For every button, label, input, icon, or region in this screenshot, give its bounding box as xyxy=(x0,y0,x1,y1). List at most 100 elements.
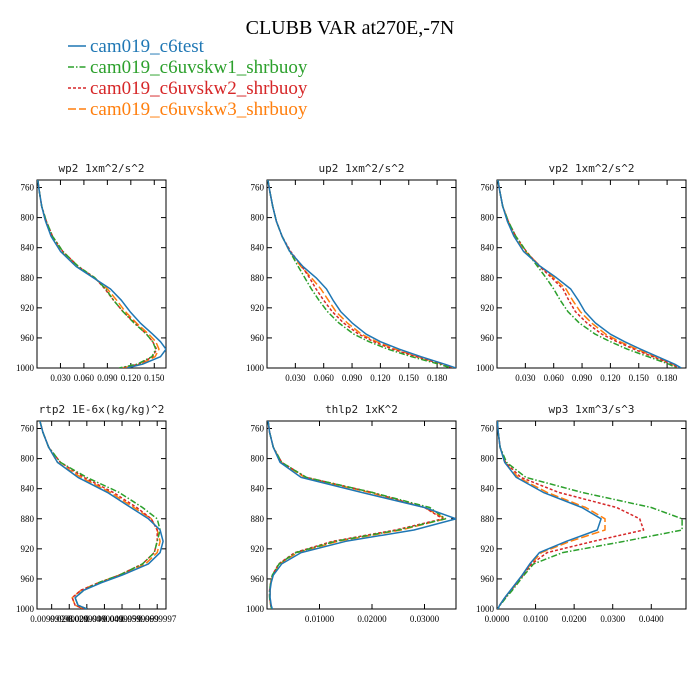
plot-frame xyxy=(266,420,457,610)
y-tick-label: 880 xyxy=(481,273,495,283)
y-tick-label: 920 xyxy=(251,544,265,554)
y-tick-label: 920 xyxy=(21,544,35,554)
y-tick-label: 800 xyxy=(251,213,265,223)
y-tick-label: 760 xyxy=(481,424,495,434)
y-tick-label: 960 xyxy=(481,333,495,343)
y-tick-label: 760 xyxy=(21,183,35,193)
series-line xyxy=(267,421,456,609)
panels: wp2 1xm^2/s^2 760 800 840 880 920 960 1000 0.030… xyxy=(16,162,687,624)
series-line xyxy=(497,421,602,609)
chart-panel: rtp2 1E-6x(kg/kg)^2 760 800 840 880 920 960 100… xyxy=(16,403,177,624)
panel-title: thlp2 1xK^2 xyxy=(325,403,398,416)
x-tick-label: 0.01000 xyxy=(305,614,335,624)
plot-frame xyxy=(36,420,167,610)
series-line xyxy=(267,421,447,609)
x-tick-label: 0.0200 xyxy=(562,614,587,624)
series-line xyxy=(39,421,158,609)
x-tick-label: 0.030 xyxy=(515,373,536,383)
plot-frame xyxy=(496,179,687,369)
series-line xyxy=(37,180,166,368)
x-tick-label: 0.180 xyxy=(427,373,448,383)
series-line xyxy=(497,180,679,368)
x-tick-label: 0.0100 xyxy=(523,614,548,624)
x-tick-label: 0.02000 xyxy=(357,614,387,624)
x-tick-label: 0.0599999 xyxy=(120,614,159,624)
y-tick-label: 880 xyxy=(251,273,265,283)
series-line xyxy=(39,421,164,609)
x-tick-label: 0.060 xyxy=(314,373,335,383)
y-tick-label: 840 xyxy=(251,484,265,494)
series-line xyxy=(37,180,160,368)
x-tick-label: 0.120 xyxy=(600,373,621,383)
series-line xyxy=(497,180,677,368)
series-line xyxy=(267,180,456,368)
y-tick-label: 920 xyxy=(251,303,265,313)
x-tick-label: 0.060 xyxy=(544,373,565,383)
y-tick-label: 1000 xyxy=(476,363,495,373)
y-tick-label: 840 xyxy=(251,243,265,253)
panel-title: rtp2 1E-6x(kg/kg)^2 xyxy=(39,403,165,416)
x-tick-label: 0.0200000 xyxy=(50,614,89,624)
y-tick-label: 960 xyxy=(251,574,265,584)
y-tick-label: 800 xyxy=(21,213,35,223)
series-line xyxy=(37,180,158,368)
y-tick-label: 800 xyxy=(481,454,495,464)
y-tick-label: 960 xyxy=(21,333,35,343)
y-tick-label: 960 xyxy=(21,574,35,584)
x-tick-label: 0.090 xyxy=(572,373,593,383)
y-tick-label: 880 xyxy=(251,514,265,524)
series-line xyxy=(497,180,682,368)
legend-label: cam019_c6uvskw3_shrbuoy xyxy=(90,99,308,120)
panel-title: vp2 1xm^2/s^2 xyxy=(548,162,634,175)
chart-panel: wp3 1xm^3/s^3 760 800 840 880 920 960 10000.000… xyxy=(476,403,687,624)
y-tick-label: 840 xyxy=(481,484,495,494)
series-line xyxy=(267,180,454,368)
series-line xyxy=(497,421,606,609)
y-tick-label: 840 xyxy=(21,484,35,494)
figure-title: CLUBB VAR at270E,-7N xyxy=(246,17,455,39)
plot-frame xyxy=(36,179,167,369)
series-line xyxy=(267,421,444,609)
chart-panel: up2 1xm^2/s^2 760 800 840 880 920 960 1000 0.030… xyxy=(246,162,457,383)
y-tick-label: 840 xyxy=(481,243,495,253)
y-tick-label: 760 xyxy=(481,183,495,193)
y-tick-label: 960 xyxy=(251,333,265,343)
chart-panel: vp2 1xm^2/s^2 760 800 840 880 920 960 1000 0.030… xyxy=(476,162,687,383)
x-tick-label: 0.0000 xyxy=(485,614,510,624)
series-line xyxy=(267,180,455,368)
x-tick-label: 0.00999998 xyxy=(30,614,73,624)
x-tick-label: 0.090 xyxy=(97,373,118,383)
x-tick-label: 0.03000 xyxy=(410,614,440,624)
y-tick-label: 1000 xyxy=(246,363,265,373)
series-line xyxy=(497,421,683,609)
y-tick-label: 1000 xyxy=(246,604,265,614)
x-tick-label: 0.0400 xyxy=(639,614,664,624)
x-tick-label: 0.030 xyxy=(285,373,306,383)
chart-panel: thlp2 1xK^2 760 800 840 880 920 960 1000 0.01000… xyxy=(246,403,457,624)
x-tick-label: 0.150 xyxy=(629,373,650,383)
legend-label: cam019_c6test xyxy=(90,36,205,57)
y-tick-label: 760 xyxy=(251,183,265,193)
y-tick-label: 1000 xyxy=(476,604,495,614)
y-tick-label: 880 xyxy=(21,514,35,524)
y-tick-label: 960 xyxy=(481,574,495,584)
x-tick-label: 0.120 xyxy=(370,373,391,383)
x-tick-label: 0.0400000 xyxy=(85,614,124,624)
y-tick-label: 800 xyxy=(481,213,495,223)
legend: cam019_c6testcam019_c6uvskw1_shrbuoycam0… xyxy=(68,36,308,120)
chart-panel: wp2 1xm^2/s^2 760 800 840 880 920 960 1000 0.030… xyxy=(16,162,167,383)
x-tick-label: 0.0300 xyxy=(600,614,625,624)
x-tick-label: 0.060 xyxy=(74,373,95,383)
x-tick-label: 0.180 xyxy=(657,373,678,383)
y-tick-label: 880 xyxy=(21,273,35,283)
x-tick-label: 0.150 xyxy=(399,373,420,383)
y-tick-label: 760 xyxy=(251,424,265,434)
series-line xyxy=(37,180,157,368)
y-tick-label: 800 xyxy=(251,454,265,464)
y-tick-label: 880 xyxy=(481,514,495,524)
x-tick-label: 0.0299999 xyxy=(68,614,107,624)
series-line xyxy=(39,421,161,609)
plot-frame xyxy=(266,179,457,369)
x-tick-label: 0.030 xyxy=(50,373,71,383)
y-tick-label: 1000 xyxy=(16,604,35,614)
